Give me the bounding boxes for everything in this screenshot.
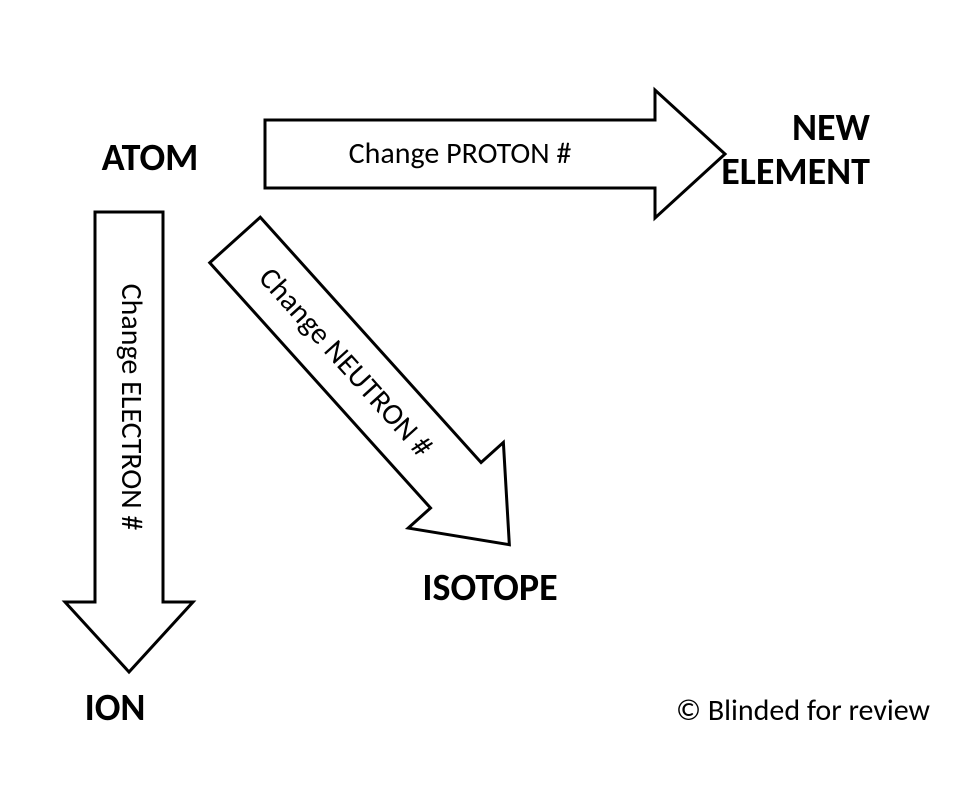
atom-transformation-diagram: Change PROTON # Change ELECTRON # Change… — [0, 0, 962, 790]
node-isotope: ISOTOPE — [422, 565, 557, 611]
node-atom: ATOM — [102, 135, 199, 181]
arrow-electron: Change ELECTRON # — [65, 212, 193, 672]
node-new-element-line2: ELEMENT — [721, 149, 870, 195]
arrow-neutron-label: Change NEUTRON # — [251, 260, 441, 465]
arrow-electron-label: Change ELECTRON # — [113, 284, 150, 531]
arrow-neutron: Change NEUTRON # — [187, 197, 556, 587]
arrow-proton: Change PROTON # — [265, 90, 725, 218]
copyright-text: © Blinded for review — [676, 692, 931, 729]
node-ion: ION — [85, 685, 146, 731]
node-new-element-line1: NEW — [792, 105, 871, 151]
arrow-proton-label: Change PROTON # — [349, 135, 572, 172]
